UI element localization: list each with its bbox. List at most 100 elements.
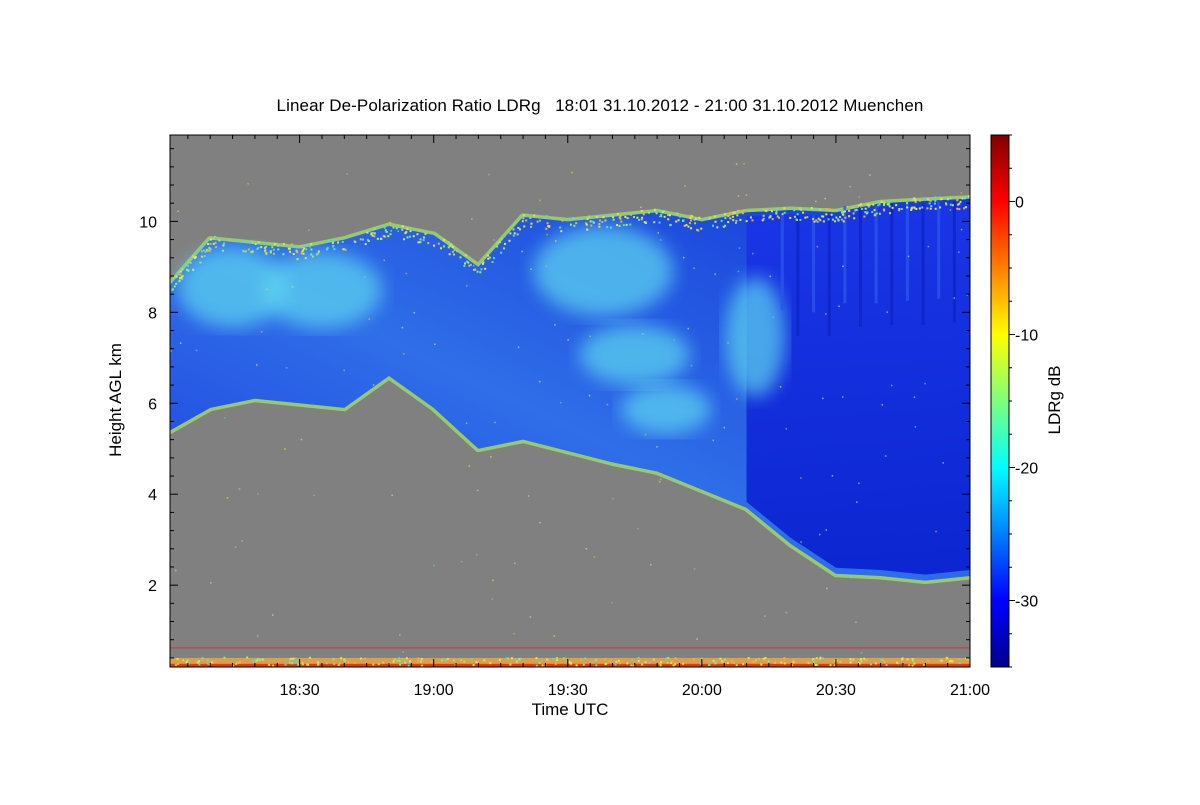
noise-pixel — [739, 218, 742, 221]
noise-pixel — [819, 208, 822, 211]
noise-pixel — [238, 488, 241, 490]
noise-pixel — [881, 404, 884, 406]
noise-pixel — [271, 664, 274, 667]
noise-pixel — [873, 214, 876, 217]
noise-pixel — [888, 205, 891, 208]
noise-pixel — [296, 251, 299, 254]
noise-pixel — [960, 192, 962, 194]
noise-pixel — [222, 244, 225, 247]
noise-pixel — [794, 215, 797, 218]
noise-pixel — [677, 219, 680, 222]
noise-pixel — [872, 203, 875, 206]
noise-pixel — [433, 564, 435, 567]
cloud-ice-region — [746, 202, 970, 575]
noise-pixel — [814, 663, 817, 666]
noise-pixel — [284, 448, 286, 450]
noise-pixel — [729, 217, 732, 220]
noise-pixel — [252, 659, 255, 662]
noise-pixel — [817, 217, 820, 220]
colorbar-gradient — [990, 134, 1010, 668]
noise-pixel — [467, 261, 470, 264]
noise-pixel — [670, 662, 673, 665]
noise-pixel — [841, 396, 844, 398]
noise-pixel — [373, 232, 376, 235]
noise-pixel — [403, 658, 406, 661]
noise-pixel — [807, 662, 810, 665]
noise-pixel — [641, 663, 644, 666]
noise-pixel — [956, 197, 959, 200]
noise-pixel — [789, 216, 792, 219]
noise-pixel — [417, 657, 420, 660]
noise-pixel — [287, 247, 290, 250]
noise-pixel — [538, 661, 541, 664]
noise-pixel — [340, 657, 343, 660]
noise-pixel — [341, 240, 344, 243]
noise-pixel — [961, 197, 964, 200]
noise-pixel — [747, 657, 750, 660]
noise-pixel — [565, 659, 568, 662]
noise-pixel — [343, 369, 345, 372]
noise-pixel — [535, 657, 538, 660]
noise-pixel — [864, 211, 867, 214]
noise-pixel — [588, 215, 591, 218]
noise-pixel — [575, 664, 578, 667]
noise-pixel — [308, 656, 311, 659]
noise-pixel — [631, 659, 634, 662]
noise-pixel — [484, 267, 487, 270]
noise-pixel — [858, 482, 860, 484]
noise-pixel — [493, 257, 496, 260]
noise-pixel — [475, 554, 478, 556]
noise-pixel — [690, 364, 693, 367]
noise-pixel — [911, 658, 914, 661]
noise-pixel — [667, 213, 670, 216]
noise-pixel — [317, 252, 320, 255]
noise-pixel — [676, 212, 679, 215]
noise-pixel — [757, 657, 760, 660]
noise-pixel — [554, 240, 557, 242]
noise-pixel — [694, 222, 697, 225]
noise-pixel — [539, 380, 541, 383]
noise-pixel — [182, 274, 185, 277]
noise-pixel — [700, 227, 703, 230]
noise-pixel — [877, 204, 880, 207]
noise-pixel — [913, 662, 916, 665]
noise-pixel — [512, 228, 515, 231]
noise-pixel — [672, 664, 675, 667]
noise-pixel — [966, 294, 968, 296]
noise-pixel — [638, 218, 641, 221]
noise-pixel — [559, 401, 562, 404]
noise-pixel — [933, 202, 936, 205]
noise-pixel — [956, 207, 959, 210]
noise-pixel — [844, 216, 847, 219]
noise-pixel — [546, 222, 549, 225]
noise-pixel — [819, 219, 822, 222]
noise-pixel — [690, 215, 693, 218]
noise-pixel — [589, 335, 592, 338]
noise-pixel — [331, 241, 334, 244]
noise-pixel — [641, 333, 644, 335]
noise-pixel — [776, 215, 779, 218]
noise-pixel — [498, 658, 501, 661]
noise-pixel — [285, 367, 288, 369]
noise-pixel — [712, 439, 715, 442]
noise-pixel — [693, 267, 695, 269]
noise-pixel — [421, 664, 424, 667]
noise-pixel — [366, 238, 369, 241]
noise-pixel — [714, 215, 717, 218]
noise-pixel — [516, 233, 519, 236]
noise-pixel — [813, 220, 816, 223]
colorbar-label: LDRg dB — [1045, 366, 1064, 435]
noise-pixel — [206, 658, 209, 661]
noise-pixel — [590, 224, 593, 227]
noise-pixel — [885, 664, 888, 667]
noise-pixel — [209, 242, 212, 245]
noise-pixel — [958, 658, 961, 661]
noise-pixel — [806, 661, 809, 664]
noise-pixel — [865, 659, 868, 662]
noise-pixel — [644, 661, 647, 664]
noise-pixel — [958, 208, 961, 211]
noise-pixel — [364, 243, 367, 246]
noise-pixel — [692, 658, 695, 661]
noise-pixel — [771, 218, 774, 221]
noise-pixel — [179, 277, 182, 280]
